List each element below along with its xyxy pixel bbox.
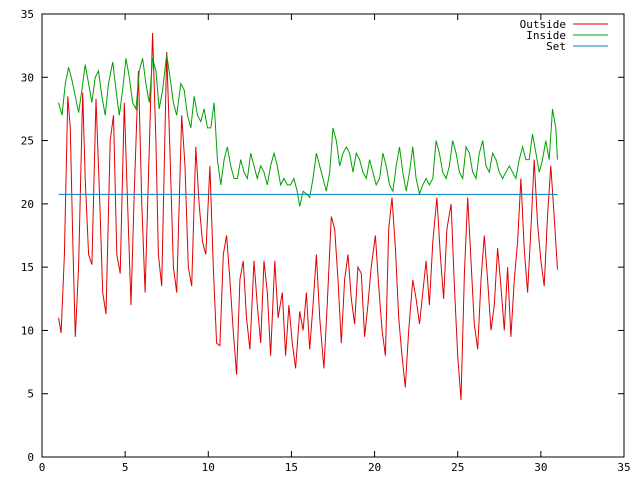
y-tick-label: 30 [21, 71, 34, 84]
y-tick-label: 35 [21, 8, 34, 21]
x-tick-label: 20 [368, 461, 381, 474]
y-tick-label: 5 [27, 388, 34, 401]
series-line-inside [58, 54, 558, 207]
y-tick-label: 15 [21, 261, 34, 274]
axis-ticks: 0 5 10 15 20 25 30 35 0 5 10 15 20 25 30 35 [21, 8, 631, 474]
x-tick-label: 30 [534, 461, 547, 474]
x-tick-label: 5 [122, 461, 129, 474]
legend-label-inside: Inside [526, 29, 566, 42]
series-layer [58, 32, 558, 401]
legend-label-outside: Outside [520, 18, 566, 31]
x-tick-label: 0 [39, 461, 46, 474]
x-tick-label: 25 [451, 461, 464, 474]
y-tick-label: 0 [27, 451, 34, 464]
y-tick-label: 20 [21, 198, 34, 211]
plot-frame [41, 13, 625, 458]
series-line-outside [58, 32, 558, 401]
legend-label-set: Set [546, 40, 566, 53]
y-tick-label: 10 [21, 324, 34, 337]
x-tick-label: 35 [617, 461, 630, 474]
y-tick-label: 25 [21, 135, 34, 148]
x-tick-label: 15 [285, 461, 298, 474]
x-tick-label: 10 [202, 461, 215, 474]
